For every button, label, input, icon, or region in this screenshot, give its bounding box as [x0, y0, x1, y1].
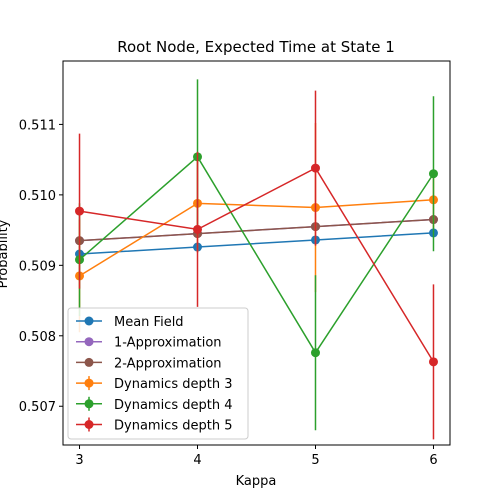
x-tick-label: 4	[193, 453, 201, 468]
legend-entry: Dynamics depth 4	[76, 396, 232, 413]
legend-label: Dynamics depth 5	[114, 419, 232, 434]
x-axis-label: Kappa	[236, 474, 277, 489]
data-point	[310, 163, 320, 173]
legend-box	[67, 307, 249, 440]
series-line	[79, 199, 434, 277]
x-tick-label: 3	[75, 453, 83, 468]
data-point	[428, 169, 438, 179]
legend-label: 2-Approximation	[114, 356, 222, 371]
legend-label: 1-Approximation	[114, 336, 222, 351]
plot-frame	[62, 60, 451, 446]
legend-label: Dynamics depth 4	[114, 398, 232, 413]
legend-marker	[84, 337, 94, 347]
data-point	[75, 206, 85, 216]
plot-area: 3 4 5 6 0.507 0.508 0.509 0.510 0.511	[19, 79, 438, 468]
series-line	[79, 232, 434, 255]
legend-entry: 2-Approximation	[76, 356, 222, 371]
data-point	[193, 224, 203, 234]
y-tick-label: 0.510	[19, 189, 56, 204]
x-tick-label: 5	[311, 453, 319, 468]
y-tick-label: 0.509	[19, 259, 56, 274]
legend-label: Dynamics depth 3	[114, 377, 232, 392]
y-axis-label: Probability	[0, 219, 11, 288]
x-tick-label: 6	[429, 453, 437, 468]
data-point	[428, 357, 438, 367]
series-dynamics-depth-5	[75, 90, 438, 440]
legend: Mean Field 1-Approximation 2-Approximation…	[67, 307, 249, 440]
chart-title: Root Node, Expected Time at State 1	[117, 38, 395, 56]
legend-marker	[84, 316, 94, 326]
y-tick-label: 0.511	[19, 118, 56, 133]
legend-label: Mean Field	[114, 315, 184, 330]
data-point	[310, 348, 320, 358]
legend-entry: Dynamics depth 3	[76, 376, 232, 392]
legend-entry: Dynamics depth 5	[76, 417, 232, 434]
legend-marker	[84, 357, 94, 367]
y-tick-label: 0.508	[19, 330, 56, 345]
y-tick-label: 0.507	[19, 400, 56, 415]
series-2-approximation	[75, 215, 438, 246]
series-line	[79, 218, 434, 242]
series-line	[79, 167, 435, 363]
legend-entry: 1-Approximation	[76, 336, 222, 351]
legend-entry: Mean Field	[76, 315, 184, 330]
series-line	[79, 155, 435, 355]
